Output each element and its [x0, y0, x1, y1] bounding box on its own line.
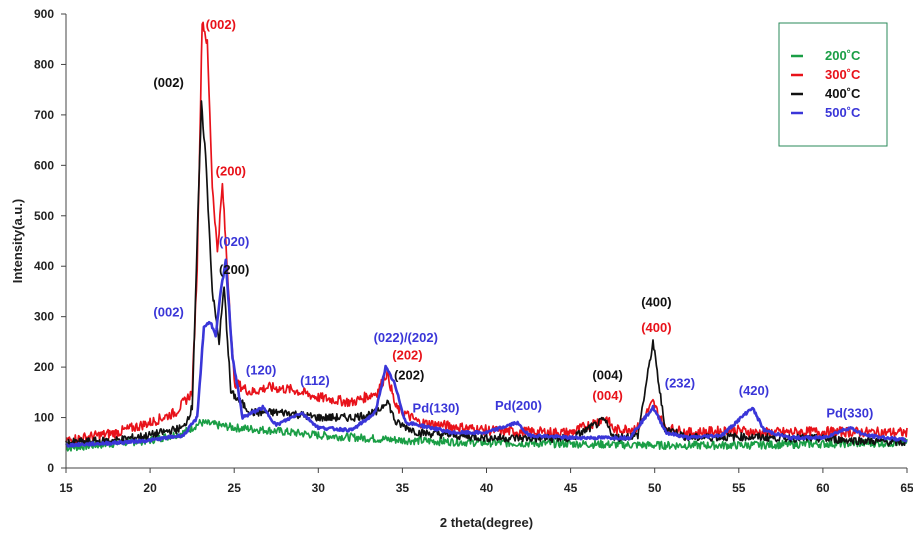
y-tick-label: 200 — [34, 360, 54, 374]
peak-label: (202) — [392, 348, 422, 363]
peak-label: Pd(200) — [495, 398, 542, 413]
peak-label: (112) — [300, 373, 330, 388]
series-line-2 — [65, 100, 908, 448]
peak-label: (420) — [739, 383, 769, 398]
x-tick-label: 15 — [59, 481, 73, 495]
x-tick-label: 35 — [396, 481, 410, 495]
peak-label: (004) — [592, 388, 622, 403]
y-tick-label: 600 — [34, 158, 54, 172]
peak-label: Pd(330) — [826, 406, 873, 421]
peak-label: (200) — [216, 163, 246, 178]
x-tick-label: 20 — [143, 481, 157, 495]
axes-group: 15 20 25 30 35 40 45 50 55 60 65 0 100 200 300 400 500 6… — [34, 7, 913, 495]
y-tick-label: 500 — [34, 209, 54, 223]
y-tick-label: 0 — [47, 461, 54, 475]
legend: 200˚C 300˚C 400˚C 500˚C — [778, 22, 888, 147]
peak-label: (400) — [641, 295, 671, 310]
peak-label: (202) — [394, 368, 424, 383]
x-tick-label: 60 — [816, 481, 830, 495]
x-tick-label: 25 — [228, 481, 242, 495]
legend-label-0: 200˚C — [825, 48, 861, 63]
peak-label: (002) — [153, 75, 183, 90]
peak-annotations: (002) (002) (200) (020) (200) (002) (120) (112)… — [153, 17, 873, 420]
plot-series-group — [65, 21, 908, 452]
peak-label: (232) — [665, 375, 695, 390]
x-tick-label: 65 — [900, 481, 913, 495]
y-axis-title: Intensity(a.u.) — [10, 199, 25, 284]
legend-label-2: 400˚C — [825, 86, 861, 101]
peak-label: (022)/(202) — [374, 330, 438, 345]
y-tick-label: 800 — [34, 57, 54, 71]
peak-label: (020) — [219, 234, 249, 249]
y-tick-label: 100 — [34, 411, 54, 425]
y-ticks: 0 100 200 300 400 500 600 700 800 900 — [34, 7, 66, 475]
peak-label: (002) — [206, 17, 236, 32]
x-tick-label: 30 — [312, 481, 326, 495]
x-tick-label: 55 — [732, 481, 746, 495]
y-tick-label: 700 — [34, 108, 54, 122]
legend-box — [778, 22, 888, 147]
series-line-0 — [65, 418, 908, 452]
x-tick-label: 40 — [480, 481, 494, 495]
y-tick-label: 900 — [34, 7, 54, 21]
peak-label: (400) — [641, 320, 671, 335]
legend-label-1: 300˚C — [825, 67, 861, 82]
x-tick-label: 45 — [564, 481, 578, 495]
x-axis-title: 2 theta(degree) — [440, 515, 533, 530]
x-tick-label: 50 — [648, 481, 662, 495]
peak-label: Pd(130) — [413, 401, 460, 416]
peak-label: (200) — [219, 262, 249, 277]
peak-label: (120) — [246, 363, 276, 378]
peak-label: (004) — [592, 368, 622, 383]
legend-label-3: 500˚C — [825, 105, 861, 120]
peak-label: (002) — [153, 305, 183, 320]
y-tick-label: 400 — [34, 259, 54, 273]
series-line-3 — [65, 258, 908, 448]
x-ticks: 15 20 25 30 35 40 45 50 55 60 65 — [59, 468, 913, 495]
y-tick-label: 300 — [34, 310, 54, 324]
